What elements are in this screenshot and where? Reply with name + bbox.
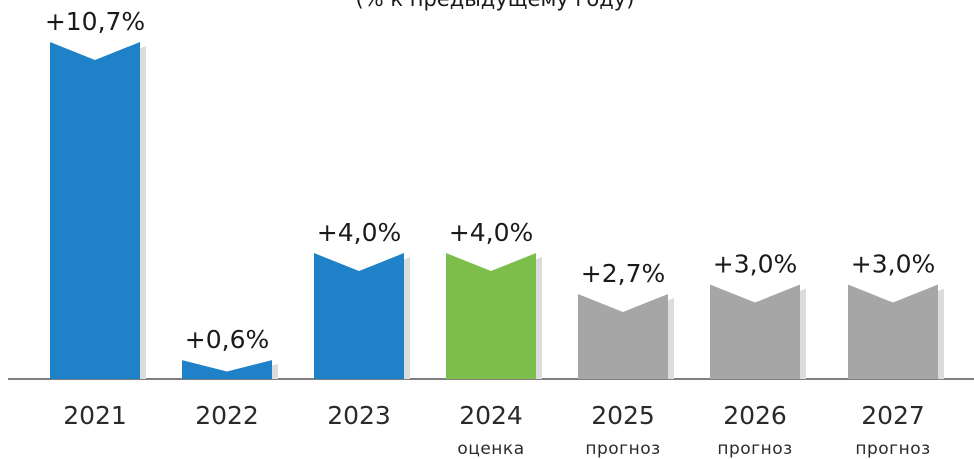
chart-subtitle: (% к предыдущему году): [356, 0, 635, 11]
x-tick-note: прогноз: [717, 439, 792, 459]
bar: [578, 293, 668, 379]
bar: [182, 360, 272, 379]
x-tick-label: 2025: [591, 401, 655, 430]
x-tick-label: 2023: [327, 401, 391, 430]
x-tick-label: 2026: [723, 401, 787, 430]
bar: [446, 253, 536, 379]
value-label: +2,7%: [581, 259, 665, 288]
x-tick-label: 2027: [861, 401, 925, 430]
x-tick-note: оценка: [457, 439, 524, 459]
value-label: +4,0%: [317, 218, 401, 247]
value-label: +0,6%: [185, 325, 269, 354]
bar: [848, 284, 938, 379]
bar: [314, 253, 404, 379]
bar: [710, 284, 800, 379]
bar: [50, 42, 140, 379]
value-label: +3,0%: [851, 250, 935, 279]
x-tick-note: прогноз: [855, 439, 930, 459]
value-label: +3,0%: [713, 250, 797, 279]
x-tick-label: 2024: [459, 401, 523, 430]
x-tick-label: 2022: [195, 401, 259, 430]
value-label: +10,7%: [45, 7, 145, 36]
value-label: +4,0%: [449, 218, 533, 247]
x-tick-note: прогноз: [585, 439, 660, 459]
x-tick-label: 2021: [63, 401, 127, 430]
